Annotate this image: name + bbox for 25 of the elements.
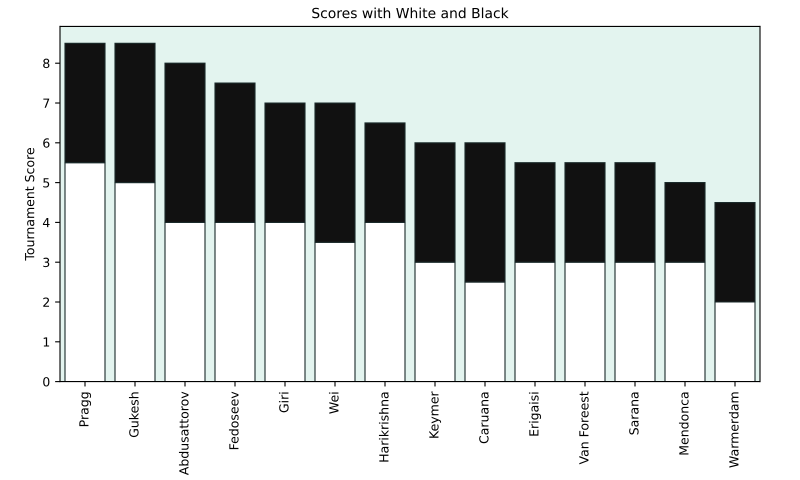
y-tick-label: 2 [43,297,50,307]
x-tick-label: Mendonca [678,392,689,455]
x-tick-label: Giri [278,392,289,412]
x-tick-label: Van Foreest [579,392,589,464]
x-tick-label: Wei [328,392,339,414]
x-tick-label: Sarana [629,392,639,434]
chart-title: Scores with White and Black [312,8,509,18]
x-tick-label: Warmerdam [728,392,739,468]
y-tick-label: 0 [43,377,50,387]
x-tick-label: Abdusattorov [178,392,189,476]
y-tick-label: 8 [43,58,50,68]
y-tick-label: 3 [43,258,50,268]
y-tick-label: 7 [43,98,50,108]
y-axis-title: Tournament Score [24,148,34,261]
y-tick-label: 4 [42,218,50,228]
y-tick-label: 1 [44,337,50,347]
y-tick-label: 5 [43,178,50,188]
x-tick-label: Caruana [479,392,489,444]
x-tick-label: Harikrishna [378,392,389,462]
y-tick-label: 6 [43,138,50,148]
x-tick-label: Keymer [429,391,442,438]
x-tick-label: Pragg [79,392,92,426]
x-tick-label: Fedoseev [228,392,239,450]
x-tick-label: Erigaisi [528,392,542,436]
x-tick-label: Gukesh [128,392,139,438]
